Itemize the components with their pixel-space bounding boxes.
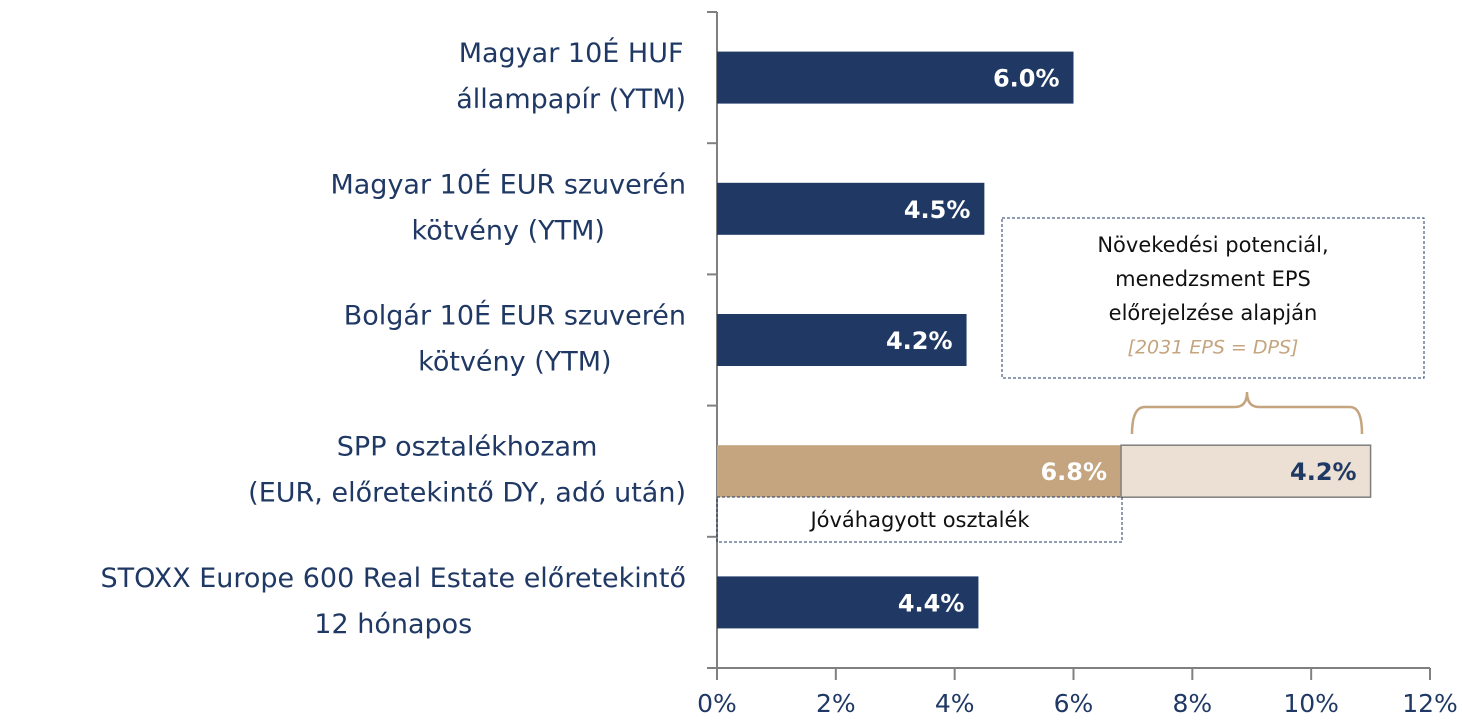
annotation-note: [2031 EPS = DPS]: [1128, 337, 1299, 359]
brace: [1130, 391, 1364, 435]
value-label: 4.2%: [886, 327, 953, 355]
bar: [717, 445, 1122, 498]
value-label: 6.0%: [993, 65, 1060, 93]
x-tick-label: 10%: [1283, 689, 1339, 718]
annotation: menedzsment EPS: [1115, 267, 1311, 291]
y-tick-label: Magyar 10É EUR szuverén: [330, 168, 686, 200]
x-tick-label: 0%: [697, 689, 737, 718]
y-tick-label: 12 hónapos: [314, 609, 472, 640]
value-label: 4.5%: [904, 196, 971, 224]
x-tick-label: 12%: [1402, 689, 1458, 718]
x-tick-label: 4%: [935, 689, 975, 718]
y-tick-label: SPP osztalékhozam: [337, 432, 598, 463]
x-tick-label: 6%: [1054, 689, 1094, 718]
annotation: Növekedési potenciál,: [1097, 233, 1328, 257]
annotation-box: [716, 496, 1123, 543]
value-label: 4.4%: [898, 589, 965, 617]
annotation: Jóváhagyott osztalék: [808, 508, 1030, 532]
x-tick-label: 8%: [1172, 689, 1212, 718]
x-tick-label: 2%: [816, 689, 856, 718]
y-tick-label: Magyar 10É HUF: [459, 37, 684, 69]
y-tick-label: (EUR, előretekintő DY, adó után): [248, 478, 686, 509]
bar: [717, 576, 979, 629]
value-label: 4.2%: [1290, 458, 1357, 486]
y-tick-label: kötvény (YTM): [412, 215, 605, 246]
annotation-box: [1001, 217, 1425, 379]
annotation: előrejelzése alapján: [1109, 301, 1318, 325]
bar: [717, 182, 985, 235]
bar: [717, 314, 967, 366]
y-tick-label: Bolgár 10É EUR szuverén: [344, 300, 686, 332]
y-tick-label: kötvény (YTM): [418, 347, 611, 378]
bar: [1120, 444, 1372, 498]
y-tick-label: állampapír (YTM): [456, 84, 686, 115]
y-tick-label: STOXX Europe 600 Real Estate előretekint…: [100, 563, 686, 594]
value-label: 6.8%: [1040, 458, 1107, 486]
bar: [717, 51, 1074, 104]
